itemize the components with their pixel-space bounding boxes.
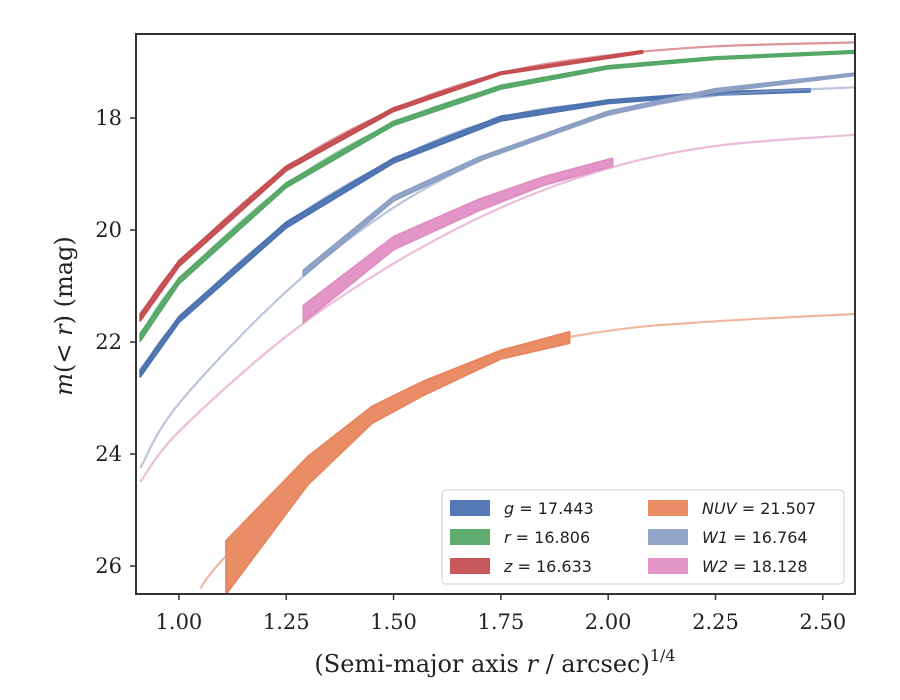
y-tick-label: 22 [95,330,122,354]
legend-label: W2 = 18.128 [702,557,808,576]
legend-item-r: r = 16.806 [450,528,590,547]
legend-swatch [648,500,688,516]
legend-item-z: z = 16.633 [450,557,592,576]
data-band-r [139,49,855,342]
legend-item-g: g = 17.443 [450,499,594,518]
series-w2 [139,133,855,483]
legend-swatch [450,529,490,545]
x-tick-label: 1.25 [263,610,310,634]
legend-label: W1 = 16.764 [702,528,808,547]
legend-box [441,489,845,585]
x-tick-label: 1.00 [156,610,203,634]
x-tick-label: 2.25 [692,610,739,634]
legend-swatch [648,558,688,574]
model-line-z [139,41,855,318]
data-band-nuv [225,330,571,594]
legend: g = 17.443 r = 16.806 z = 16.633 NUV = 21.5… [441,489,845,585]
legend-item-w2: W2 = 18.128 [648,557,808,576]
y-tick-label: 18 [95,106,122,130]
y-tick-label: 26 [95,554,122,578]
x-tick-label: 2.00 [585,610,632,634]
data-band-w2 [302,157,614,324]
series-nuv [199,312,855,594]
y-tick-label: 20 [95,218,122,242]
legend-label: NUV = 21.507 [702,499,816,518]
y-tick-label: 24 [95,442,122,466]
y-axis-title: m(< r) (mag) [50,236,78,396]
legend-label: z = 16.633 [503,557,592,576]
data-band-g [139,87,811,378]
x-axis-title: (Semi-major axis r / arcsec)1/4 [314,646,675,678]
model-line-w1 [139,86,855,469]
legend-label: g = 17.443 [504,499,594,518]
data-band-w1 [302,72,855,277]
legend-item-w1: W1 = 16.764 [648,528,808,547]
series-w1 [139,72,855,469]
x-axis: 1.00 1.25 1.50 1.75 2.00 2.25 2.50 [156,594,846,634]
series-z [139,41,855,322]
legend-swatch [648,529,688,545]
series-g [139,87,811,378]
x-tick-label: 2.50 [799,610,846,634]
legend-label: r = 16.806 [504,528,590,547]
legend-item-nuv: NUV = 21.507 [648,499,816,518]
plot-frame [135,33,856,595]
plot-area [139,41,855,594]
x-tick-label: 1.75 [477,610,524,634]
data-band-z [139,49,644,322]
x-tick-label: 1.50 [370,610,417,634]
model-line-g [139,88,810,374]
series-r [139,49,855,342]
legend-swatch [450,558,490,574]
y-axis: 18 20 22 24 26 [95,106,136,578]
legend-swatch [450,500,490,516]
model-line-w2 [139,133,855,483]
